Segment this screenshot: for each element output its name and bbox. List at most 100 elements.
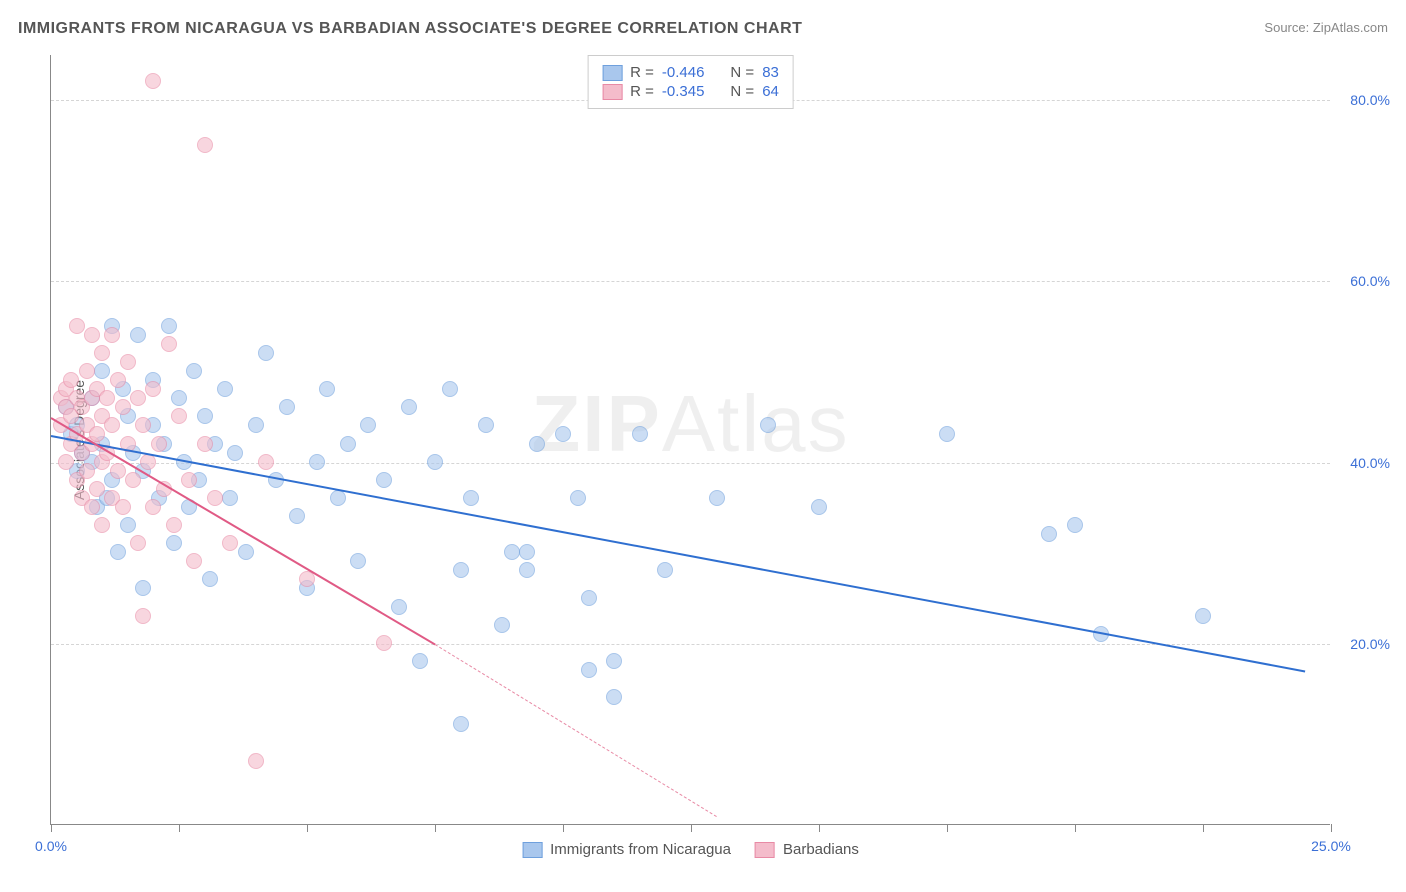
data-point	[529, 436, 545, 452]
correlation-legend: R = -0.446 N = 83 R = -0.345 N = 64	[587, 55, 794, 109]
x-tick	[1203, 824, 1204, 832]
data-point	[217, 381, 233, 397]
gridline	[51, 644, 1330, 645]
data-point	[222, 535, 238, 551]
r-label: R =	[630, 83, 654, 100]
data-point	[166, 517, 182, 533]
data-point	[581, 590, 597, 606]
data-point	[657, 562, 673, 578]
x-tick	[947, 824, 948, 832]
data-point	[222, 490, 238, 506]
data-point	[207, 490, 223, 506]
data-point	[110, 463, 126, 479]
data-point	[581, 662, 597, 678]
x-tick	[691, 824, 692, 832]
legend-item-barbadians: Barbadians	[755, 841, 859, 858]
data-point	[115, 399, 131, 415]
source-link[interactable]: ZipAtlas.com	[1313, 20, 1388, 35]
data-point	[197, 436, 213, 452]
data-point	[760, 417, 776, 433]
data-point	[84, 327, 100, 343]
data-point	[939, 426, 955, 442]
data-point	[330, 490, 346, 506]
legend-item-nicaragua: Immigrants from Nicaragua	[522, 841, 731, 858]
data-point	[391, 599, 407, 615]
legend-label-barbadians: Barbadians	[783, 841, 859, 858]
data-point	[151, 436, 167, 452]
data-point	[115, 499, 131, 515]
data-point	[279, 399, 295, 415]
x-tick	[819, 824, 820, 832]
y-tick-label: 60.0%	[1350, 273, 1390, 289]
legend-label-nicaragua: Immigrants from Nicaragua	[550, 841, 731, 858]
data-point	[309, 454, 325, 470]
x-tick	[435, 824, 436, 832]
data-point	[145, 381, 161, 397]
data-point	[104, 327, 120, 343]
data-point	[186, 553, 202, 569]
data-point	[69, 318, 85, 334]
data-point	[709, 490, 725, 506]
x-tick	[563, 824, 564, 832]
data-point	[227, 445, 243, 461]
data-point	[350, 553, 366, 569]
legend-row-barbadians: R = -0.345 N = 64	[602, 83, 779, 100]
watermark-bold: ZIP	[531, 379, 661, 468]
data-point	[570, 490, 586, 506]
data-point	[519, 562, 535, 578]
data-point	[79, 463, 95, 479]
data-point	[161, 336, 177, 352]
data-point	[238, 544, 254, 560]
data-point	[84, 499, 100, 515]
data-point	[110, 544, 126, 560]
swatch-nicaragua	[602, 65, 622, 81]
data-point	[104, 417, 120, 433]
data-point	[94, 363, 110, 379]
data-point	[99, 390, 115, 406]
data-point	[166, 535, 182, 551]
data-point	[442, 381, 458, 397]
x-tick	[1075, 824, 1076, 832]
data-point	[130, 535, 146, 551]
data-point	[94, 517, 110, 533]
x-tick	[1331, 824, 1332, 832]
data-point	[606, 653, 622, 669]
data-point	[427, 454, 443, 470]
data-point	[79, 363, 95, 379]
x-tick	[179, 824, 180, 832]
data-point	[145, 73, 161, 89]
watermark: ZIPAtlas	[531, 378, 849, 470]
data-point	[120, 517, 136, 533]
data-point	[248, 753, 264, 769]
x-tick-label: 0.0%	[35, 838, 67, 854]
y-tick-label: 40.0%	[1350, 455, 1390, 471]
data-point	[171, 408, 187, 424]
data-point	[258, 345, 274, 361]
trend-line	[435, 644, 717, 817]
data-point	[606, 689, 622, 705]
data-point	[340, 436, 356, 452]
data-point	[110, 372, 126, 388]
data-point	[145, 499, 161, 515]
data-point	[478, 417, 494, 433]
swatch-barbadians	[602, 84, 622, 100]
data-point	[519, 544, 535, 560]
data-point	[135, 580, 151, 596]
gridline	[51, 463, 1330, 464]
x-tick	[307, 824, 308, 832]
data-point	[453, 716, 469, 732]
data-point	[376, 472, 392, 488]
data-point	[94, 345, 110, 361]
data-point	[135, 608, 151, 624]
swatch-barbadians-icon	[755, 842, 775, 858]
data-point	[89, 481, 105, 497]
data-point	[63, 372, 79, 388]
data-point	[1195, 608, 1211, 624]
data-point	[202, 571, 218, 587]
data-point	[181, 472, 197, 488]
n-label: N =	[730, 83, 754, 100]
data-point	[494, 617, 510, 633]
source-attribution: Source: ZipAtlas.com	[1264, 20, 1388, 35]
n-label: N =	[730, 64, 754, 81]
data-point	[120, 354, 136, 370]
